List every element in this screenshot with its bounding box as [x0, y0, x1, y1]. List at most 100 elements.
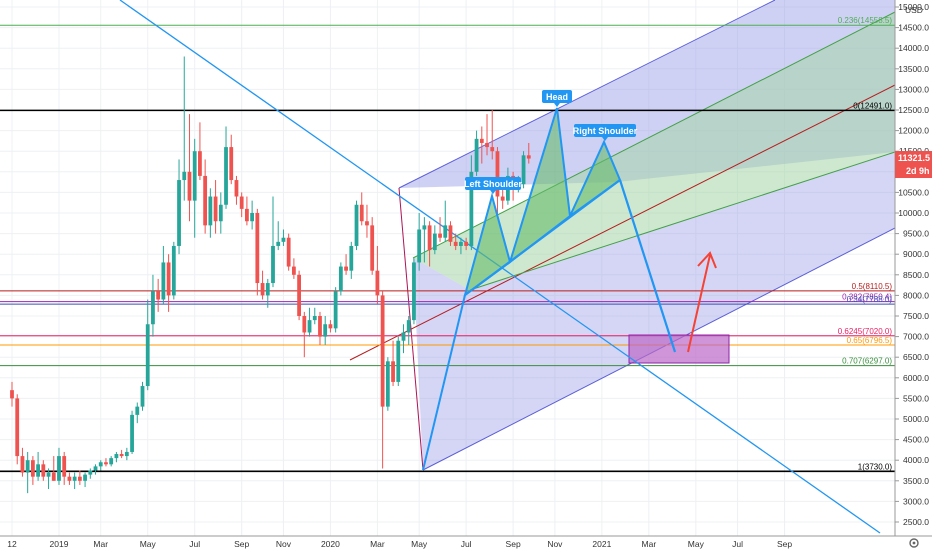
candle-body — [114, 454, 119, 459]
price-tick-label: 3000.0 — [903, 496, 929, 506]
candle-body — [260, 283, 265, 296]
candle-body — [333, 291, 338, 329]
time-axis: 12 2019 Mar May Jul Sep Nov 2020 Mar May Jul Sep Nov… — [7, 539, 792, 549]
candle-body — [156, 291, 161, 300]
candle-body — [208, 196, 213, 226]
callout-pointer — [490, 190, 496, 194]
candle-body — [370, 225, 375, 271]
price-tick-label: 13000.0 — [898, 84, 929, 94]
callout-right-shoulder: Right Shoulder — [573, 124, 638, 141]
price-tick-label: 15000.0 — [898, 2, 929, 12]
candle-body — [485, 142, 489, 148]
fib-level-label: 0.236(14558.5) — [838, 16, 893, 25]
price-tick-label: 2500.0 — [903, 517, 929, 527]
candle-body — [438, 233, 442, 238]
callout-left-shoulder: Left Shoulder — [464, 177, 522, 194]
price-tick-label: 6000.0 — [903, 373, 929, 383]
time-tick-label: 12 — [7, 539, 17, 549]
callout-pointer — [602, 137, 608, 141]
candle-body — [427, 225, 432, 251]
fib-level-label: 0.5(8110.5) — [852, 282, 893, 291]
candle-body — [328, 324, 333, 329]
last-price-tag: 11321.5 2d 9h — [895, 151, 932, 178]
price-tick-label: 3500.0 — [903, 476, 929, 486]
candle-body — [36, 464, 40, 477]
candle-body — [375, 270, 380, 296]
time-tick-label: Mar — [370, 539, 385, 549]
candle-body — [432, 233, 437, 251]
candle-body — [453, 241, 458, 246]
price-tick-label: 5500.0 — [903, 393, 929, 403]
candle-body — [469, 171, 474, 246]
candle-body — [145, 324, 150, 387]
price-tick-label: 12000.0 — [898, 126, 929, 136]
candle-body — [93, 466, 98, 471]
candle-body — [265, 283, 270, 296]
candle-body — [448, 225, 453, 242]
candle-body — [151, 291, 155, 325]
candle-body — [464, 241, 469, 246]
candle-body — [46, 472, 51, 477]
candle-body — [161, 262, 166, 300]
time-tick-label: 2021 — [592, 539, 611, 549]
candle-body — [98, 462, 103, 467]
candle-body — [104, 462, 108, 465]
time-tick-label: Nov — [276, 539, 292, 549]
candle-body — [51, 472, 56, 481]
candle-body — [30, 460, 35, 477]
candle-body — [479, 138, 484, 143]
price-tick-label: 14000.0 — [898, 43, 929, 53]
candle-body — [15, 398, 20, 457]
currency-label: USD — [905, 5, 923, 15]
price-tick-label: 10500.0 — [898, 187, 929, 197]
candle-body — [72, 476, 77, 481]
candle-body — [229, 147, 234, 181]
price-tick-label: 14500.0 — [898, 23, 929, 33]
fib-level-label: 0(12491.0) — [853, 101, 892, 110]
candle-body — [297, 274, 301, 316]
candle-body — [213, 196, 218, 222]
candle-body — [276, 241, 281, 246]
callout-head: Head — [542, 90, 572, 107]
pitchfork-handle-left — [398, 187, 424, 471]
candle-body — [365, 221, 369, 226]
price-tick-label: 13500.0 — [898, 64, 929, 74]
pitchfork-inner-lower-line — [469, 151, 896, 291]
candle-body — [391, 361, 395, 382]
price-tick-label: 9000.0 — [903, 249, 929, 259]
candle-body — [474, 138, 479, 172]
time-tick-label: May — [688, 539, 705, 549]
candle-body — [140, 386, 145, 407]
candle-body — [318, 316, 322, 337]
candle-body — [459, 241, 463, 246]
candle-body — [130, 414, 134, 452]
candle-body — [271, 245, 275, 284]
candle-body — [245, 208, 249, 222]
candle-body — [77, 476, 82, 481]
candle-body — [135, 406, 140, 415]
candle-body — [302, 316, 307, 333]
projection-path — [618, 179, 677, 353]
callout-box — [574, 124, 636, 137]
price-tick-label: 4500.0 — [903, 435, 929, 445]
candle-body — [291, 266, 296, 275]
candle-body — [422, 225, 427, 230]
candle-body — [41, 464, 46, 477]
fib-level-label: 0.382(7850.4) — [842, 293, 892, 302]
time-tick-label: 2019 — [50, 539, 69, 549]
candle-body — [83, 474, 87, 481]
candle-body — [171, 245, 176, 296]
price-tick-label: 5000.0 — [903, 414, 929, 424]
time-tick-label: Mar — [93, 539, 108, 549]
candle-body — [177, 180, 181, 246]
fib-level-label: 0.707(6297.0) — [842, 357, 892, 366]
candle-body — [25, 460, 30, 473]
candles — [10, 56, 531, 494]
candle-body — [10, 390, 14, 399]
grid-lines — [0, 0, 895, 536]
candle-body — [323, 324, 328, 337]
fib-level-label: 0.65(6796.5) — [847, 336, 893, 345]
gear-icon[interactable] — [909, 538, 919, 548]
head-shoulders-pattern — [422, 107, 677, 471]
